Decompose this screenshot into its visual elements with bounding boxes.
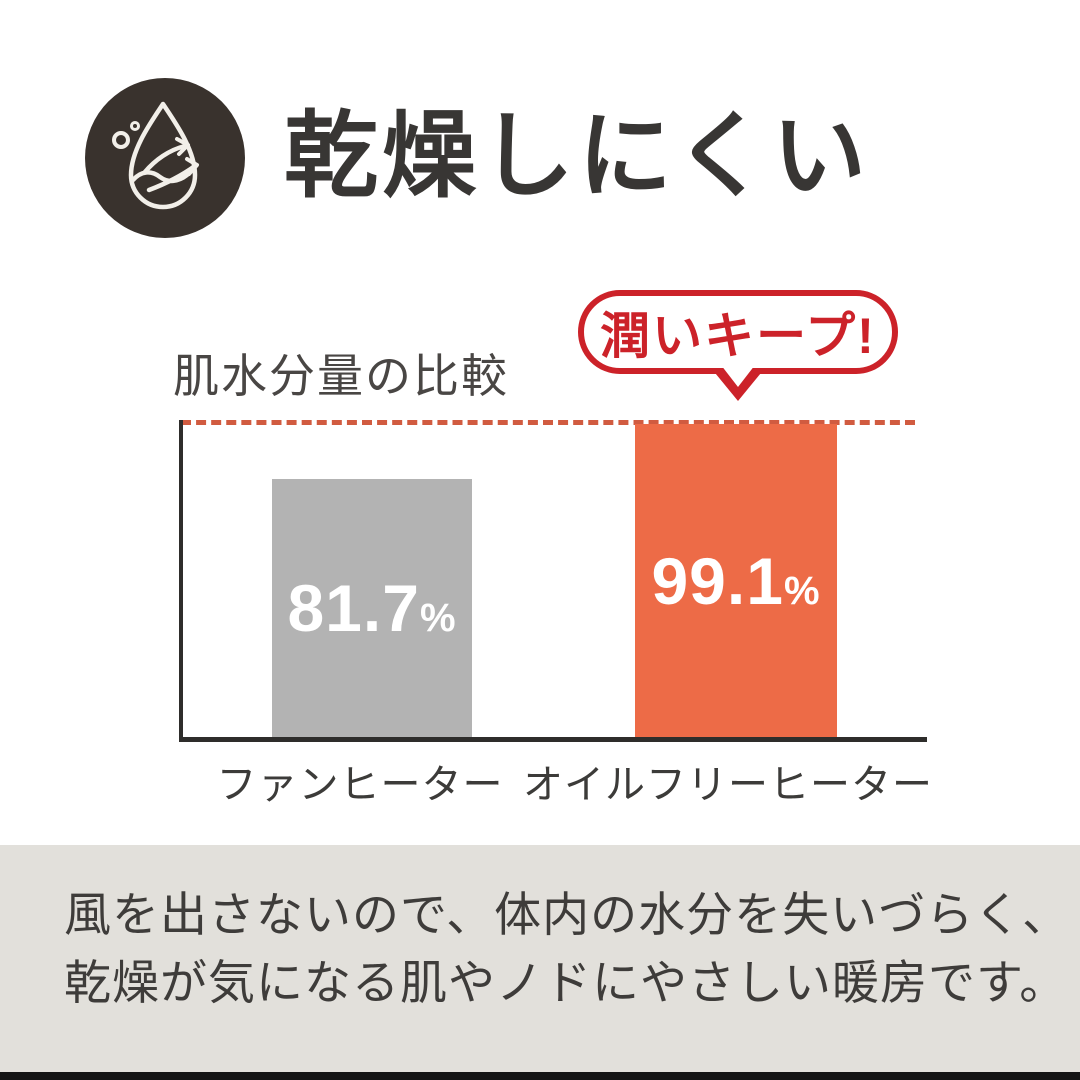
- water-drop-evaporation-icon: [85, 78, 245, 238]
- bar-value: 99.1%: [651, 548, 820, 614]
- bar-value-number: 99.1: [651, 543, 784, 618]
- bar-category-label-fan-heater: ファンヒーター: [216, 763, 504, 807]
- moisture-icon-badge: [85, 78, 245, 238]
- bar-value-unit: %: [419, 596, 457, 640]
- bar-value: 81.7%: [287, 575, 456, 641]
- bar-value-unit: %: [783, 568, 821, 613]
- bar-fan-heater: 81.7%: [272, 479, 472, 737]
- x-axis-line: [179, 737, 927, 742]
- bar-oil-free-heater: 99.1%: [635, 424, 837, 737]
- bar-category-label-oil-free-heater: オイルフリーヒーター: [523, 763, 933, 807]
- reference-dashed-line: [181, 420, 915, 425]
- footer-text-line1: 風を出さないので、体内の水分を失いづらく、: [64, 888, 1071, 941]
- callout-bubble: 潤いキープ!: [578, 290, 898, 401]
- bar-value-number: 81.7: [287, 571, 420, 645]
- y-axis-line: [179, 420, 183, 742]
- footer-text-line2: 乾燥が気になる肌やノドにやさしい暖房です。: [64, 956, 1068, 1009]
- bottom-strip: [0, 1072, 1080, 1080]
- page-title: 乾燥しにくい: [284, 103, 871, 208]
- callout-label: 潤いキープ!: [600, 308, 876, 364]
- callout-pointer-inner: [721, 365, 755, 387]
- footer-panel: 風を出さないので、体内の水分を失いづらく、 乾燥が気になる肌やノドにやさしい暖房…: [0, 845, 1080, 1072]
- chart-heading: 肌水分量の比較: [173, 350, 509, 402]
